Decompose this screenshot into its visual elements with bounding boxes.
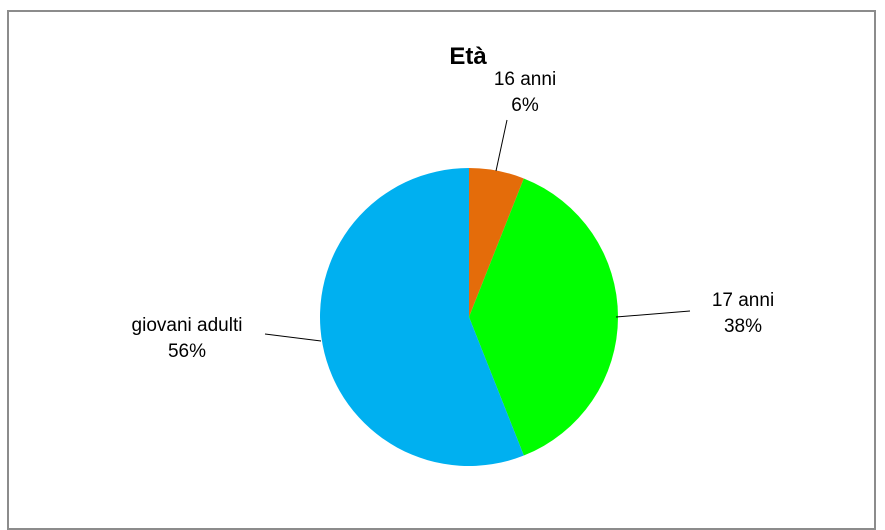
pie-labels: 16 anni 6% 17 anni 38% giovani adulti 56% (132, 69, 775, 362)
leader-line (495, 119, 508, 172)
slice-percent-label: 56% (168, 341, 206, 362)
slice-label: 16 anni (494, 69, 556, 90)
pie-slice-giovani-adulti (319, 167, 524, 466)
slice-percent-label: 38% (724, 316, 762, 337)
slice-label: 17 anni (712, 290, 774, 311)
leader-line (264, 333, 322, 342)
pie-slices (319, 167, 618, 466)
chart-title: Età (449, 43, 487, 70)
slice-label: giovani adulti (132, 315, 243, 336)
pie-slice-16-anni (469, 168, 524, 317)
slice-percent-label: 6% (511, 95, 539, 116)
pie-slice-17-anni (469, 178, 618, 456)
leader-line (615, 310, 691, 318)
